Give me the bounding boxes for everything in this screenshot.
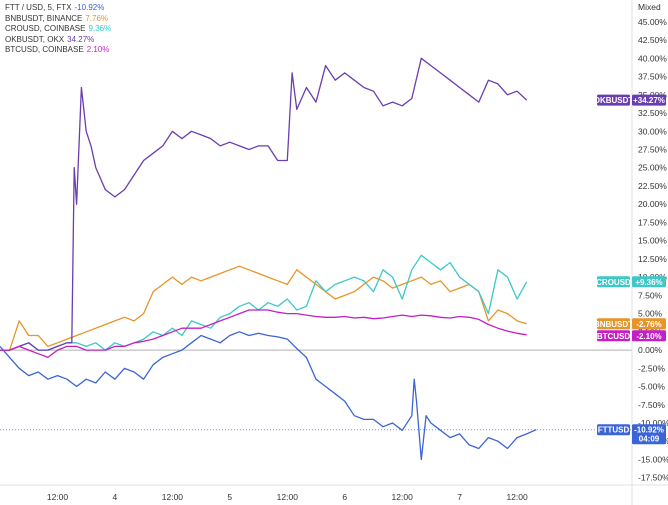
- legend-item-bnb: BNBUSDT, BINANCE 7.76%: [5, 14, 111, 25]
- legend-change-btc: 2.10%: [86, 45, 110, 55]
- x-axis: 12:00 4 12:00 5 12:00 6 12:00 7 12:00: [0, 484, 668, 502]
- legend-item-btc: BTCUSD, COINBASE 2.10%: [5, 45, 111, 56]
- badge-name: BTCUSD: [597, 332, 631, 341]
- legend-change-cro: 9.36%: [88, 24, 112, 34]
- badge-value-bg: [632, 424, 666, 445]
- badge-value-bg: [632, 330, 666, 342]
- badge-name-bg: [597, 276, 630, 288]
- price-badges: OKBUSDT +34.27% CROUSD +9.36% BNBUSDT -2.76% B…: [594, 94, 666, 445]
- series-line-3: [0, 57, 528, 351]
- legend-label-ftt: FTT / USD, 5, FTX: [5, 3, 72, 12]
- series-line-1: [0, 265, 527, 351]
- x-tick-label: 4: [113, 492, 118, 502]
- y-tick-label: 7.50%: [638, 290, 663, 300]
- legend-label-okb: OKBUSDT, OKX: [5, 34, 65, 44]
- badge-name-bg: [597, 330, 630, 342]
- badge-name: FTTUSD: [598, 426, 630, 435]
- x-tick-label: 12:00: [162, 492, 184, 502]
- badge-value: -2.76%: [636, 320, 661, 329]
- y-tick-label: 15.00%: [638, 236, 667, 246]
- y-tick-label: 40.00%: [638, 53, 667, 63]
- badge-name-bg: [597, 94, 630, 106]
- legend-label-bnb: BNBUSDT, BINANCE: [5, 13, 83, 23]
- y-tick-label: 25.00%: [638, 163, 667, 173]
- series-lines: [0, 57, 537, 461]
- y-tick-label: -10.00%: [638, 418, 668, 428]
- badge-name-bg: [597, 318, 630, 330]
- badge-name: BNBUSDT: [594, 320, 633, 329]
- legend-label-btc: BTCUSD, COINBASE: [5, 45, 84, 55]
- scale-mode-label[interactable]: Mixed: [638, 2, 661, 12]
- y-tick-label: 37.50%: [638, 72, 667, 82]
- legend-label-cro: CROUSD, COINBASE: [5, 24, 86, 34]
- y-tick-label: -2.50%: [638, 363, 665, 373]
- y-tick-label: -17.50%: [638, 473, 668, 483]
- y-tick-label: 30.00%: [638, 126, 667, 136]
- x-tick-label: 12:00: [277, 492, 299, 502]
- badge-value-bg: [632, 276, 666, 288]
- badge-value: -2.10%: [636, 332, 661, 341]
- legend-item-okb: OKBUSDT, OKX 34.27%: [5, 35, 111, 46]
- y-tick-label: -15.00%: [638, 455, 668, 465]
- series-line-2: [0, 254, 528, 351]
- badge-value-bg: [632, 94, 666, 106]
- y-tick-label: 45.00%: [638, 17, 667, 27]
- y-tick-label: 5.00%: [638, 309, 663, 319]
- x-tick-label: 7: [457, 492, 462, 502]
- x-tick-label: 12:00: [506, 492, 528, 502]
- y-tick-label: 17.50%: [638, 217, 667, 227]
- badge-value: +34.27%: [633, 96, 665, 105]
- x-tick-label: 12:00: [47, 492, 69, 502]
- badge-name-bg: [597, 424, 630, 436]
- legend-change-ftt: -10.92%: [74, 3, 105, 12]
- y-tick-label: 12.50%: [638, 254, 667, 264]
- y-tick-label: 27.50%: [638, 145, 667, 155]
- y-tick-label: -5.00%: [638, 382, 665, 392]
- badge-value: -10.92%: [634, 426, 664, 435]
- y-tick-label: 32.50%: [638, 108, 667, 118]
- y-tick-label: 42.50%: [638, 35, 667, 45]
- legend: FTT / USD, 5, FTX -10.92% BNBUSDT, BINANC…: [5, 3, 111, 56]
- legend-change-bnb: 7.76%: [85, 13, 109, 23]
- y-tick-label: 0.00%: [638, 345, 663, 355]
- y-tick-label: 20.00%: [638, 199, 667, 209]
- series-line-4: [0, 309, 527, 359]
- badge-name: CROUSD: [596, 278, 631, 287]
- x-tick-label: 5: [227, 492, 232, 502]
- x-tick-label: 12:00: [392, 492, 414, 502]
- legend-item-ftt: FTT / USD, 5, FTX -10.92%: [5, 3, 111, 14]
- badge-value: +9.36%: [635, 278, 662, 287]
- y-tick-label: 22.50%: [638, 181, 667, 191]
- badge-name: OKBUSDT: [594, 96, 634, 105]
- badge-countdown: 04:09: [639, 435, 660, 444]
- legend-change-okb: 34.27%: [67, 34, 95, 44]
- y-tick-label: -7.50%: [638, 400, 665, 410]
- badge-value-bg: [632, 318, 666, 330]
- x-tick-label: 6: [342, 492, 347, 502]
- series-line-0: [0, 331, 537, 461]
- legend-item-cro: CROUSD, COINBASE 9.36%: [5, 24, 111, 35]
